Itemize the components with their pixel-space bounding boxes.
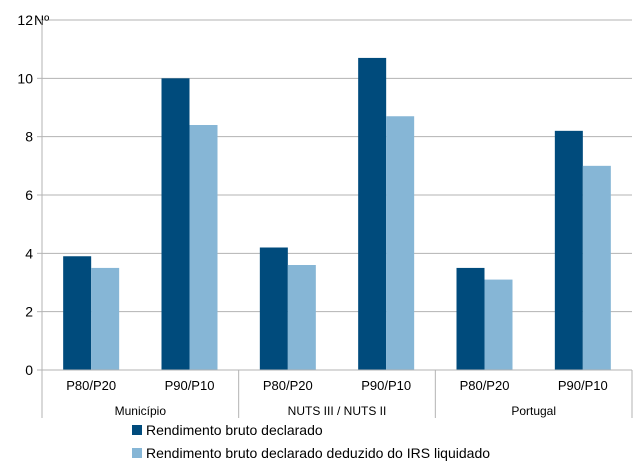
x-group-label: NUTS III / NUTS II xyxy=(288,404,387,418)
bar-series-1-2 xyxy=(161,78,190,370)
legend-swatch-series-1 xyxy=(132,425,142,435)
bar-series-1-3 xyxy=(259,247,288,370)
y-tick-label: 6 xyxy=(25,187,33,203)
x-category-label: P80/P20 xyxy=(66,378,116,393)
x-category-label: P90/P10 xyxy=(361,378,411,393)
bar-series-1-5 xyxy=(456,267,485,370)
bar-series-1-1 xyxy=(63,256,92,370)
bar-series-2-2 xyxy=(189,125,218,370)
legend-label-series-1: Rendimento bruto declarado xyxy=(146,422,323,438)
bar-series-1-6 xyxy=(554,130,583,370)
y-tick-label: 12 xyxy=(17,12,33,28)
bar-series-2-4 xyxy=(386,116,415,370)
y-tick-label: 4 xyxy=(25,245,33,261)
bars xyxy=(63,57,611,371)
legend-swatch-series-2 xyxy=(132,448,142,458)
legend-item-series-2: Rendimento bruto declarado deduzido do I… xyxy=(132,443,490,463)
x-category-label: P90/P10 xyxy=(558,378,608,393)
x-axis: P80/P20 P90/P10 P80/P20 P90/P10 P80/P20 P90/P… xyxy=(41,369,633,418)
gridlines xyxy=(42,19,632,313)
x-category-label: P90/P10 xyxy=(165,378,215,393)
bar-series-2-6 xyxy=(582,165,611,370)
y-tick-label: 0 xyxy=(25,362,33,378)
legend-label-series-2: Rendimento bruto declarado deduzido do I… xyxy=(146,445,491,461)
bar-series-1-4 xyxy=(358,57,387,371)
y-tick-label: 8 xyxy=(25,129,33,145)
bar-series-2-1 xyxy=(91,267,120,370)
x-group-label: Município xyxy=(115,404,167,418)
legend-item-series-1: Rendimento bruto declarado xyxy=(132,420,490,440)
y-tick-label: 2 xyxy=(25,304,33,320)
x-group-label: Portugal xyxy=(511,404,556,418)
bar-series-2-5 xyxy=(484,279,513,370)
y-tick-label: 10 xyxy=(17,70,33,86)
x-category-label: P80/P20 xyxy=(263,378,313,393)
x-category-label: P80/P20 xyxy=(460,378,510,393)
bar-series-2-3 xyxy=(287,265,316,370)
legend: Rendimento bruto declarado Rendimento br… xyxy=(132,420,490,466)
